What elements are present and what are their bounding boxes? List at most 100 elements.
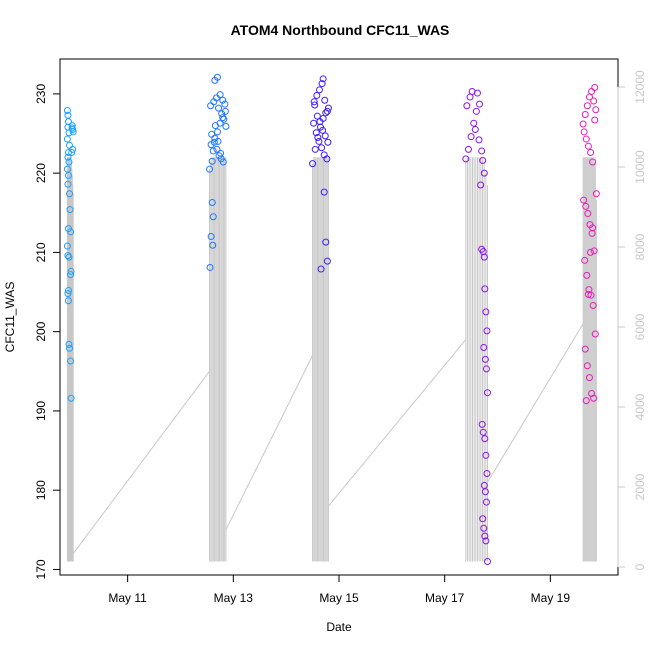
- data-point: [463, 102, 471, 110]
- data-point: [323, 107, 331, 115]
- data-point: [66, 141, 74, 149]
- data-point: [480, 253, 488, 261]
- data-point: [67, 357, 75, 365]
- data-point: [220, 115, 228, 123]
- data-point: [467, 133, 475, 141]
- plot-frame: [59, 58, 619, 576]
- data-point: [480, 524, 488, 532]
- data-point: [63, 107, 71, 115]
- data-point: [483, 327, 491, 335]
- data-point: [68, 149, 76, 157]
- data-point: [210, 138, 218, 146]
- data-point: [476, 100, 484, 108]
- data-point: [68, 124, 76, 132]
- data-point: [310, 98, 318, 106]
- data-point: [66, 206, 74, 214]
- data-point: [581, 110, 589, 118]
- y2-tick-label: 4000: [633, 393, 647, 420]
- data-point: [64, 180, 72, 188]
- y-tick-label: 220: [34, 163, 48, 183]
- data-point: [481, 435, 489, 443]
- data-point: [475, 136, 483, 144]
- x-tick-label: May 17: [425, 591, 465, 605]
- data-point: [584, 142, 592, 150]
- x-tick-label: May 15: [319, 591, 359, 605]
- data-point: [483, 470, 491, 478]
- x-tick-label: May 13: [214, 591, 254, 605]
- data-point: [63, 165, 71, 173]
- data-point: [322, 238, 330, 246]
- data-point: [63, 135, 71, 143]
- data-point: [579, 120, 587, 128]
- data-point: [64, 172, 72, 180]
- data-point: [309, 160, 317, 168]
- data-point: [318, 80, 326, 88]
- altitude-transit-line: [328, 339, 467, 507]
- data-point: [581, 345, 589, 353]
- data-point: [64, 153, 72, 161]
- data-point: [580, 128, 588, 136]
- y-axis-label: CFC11_WAS: [3, 282, 17, 353]
- data-point: [581, 256, 589, 264]
- data-point: [67, 394, 75, 402]
- data-point: [206, 165, 214, 173]
- data-point: [590, 97, 598, 105]
- data-point: [591, 84, 599, 92]
- y2-tick-label: 6000: [633, 313, 647, 340]
- data-point: [589, 158, 597, 166]
- data-point: [323, 155, 331, 163]
- data-point: [312, 129, 320, 137]
- data-point: [69, 145, 77, 153]
- data-point: [481, 355, 489, 363]
- data-point: [67, 228, 75, 236]
- y2-tick-label: 12000: [633, 70, 647, 104]
- data-point: [313, 112, 321, 120]
- x-axis-label: Date: [326, 620, 352, 634]
- data-point: [315, 137, 323, 145]
- data-point: [589, 224, 597, 232]
- data-point: [63, 242, 71, 250]
- altitude-transit-line: [487, 323, 584, 483]
- data-point: [591, 330, 599, 338]
- y2-tick-label: 0: [633, 563, 647, 570]
- data-point: [582, 135, 590, 143]
- data-point: [584, 290, 592, 298]
- data-point: [214, 137, 222, 145]
- data-point: [483, 389, 491, 397]
- y-tick-label: 170: [34, 559, 48, 579]
- x-axis: May 11 May 13 May 15 May 17 May 19: [108, 574, 570, 605]
- data-point: [208, 130, 216, 138]
- data-point: [317, 265, 325, 273]
- data-point: [592, 106, 600, 114]
- data-point: [587, 248, 595, 256]
- data-point: [323, 257, 331, 265]
- data-point: [480, 481, 488, 489]
- data-point: [207, 102, 215, 110]
- data-point: [583, 102, 591, 110]
- altitude-transit-line: [72, 370, 210, 554]
- x-tick-label: May 11: [108, 591, 147, 605]
- data-point: [591, 116, 599, 124]
- data-point: [311, 101, 319, 109]
- y-tick-label: 180: [34, 480, 48, 500]
- data-point: [482, 537, 490, 545]
- data-point: [480, 169, 488, 177]
- data-point: [313, 91, 321, 99]
- data-point: [213, 73, 221, 81]
- data-point: [65, 158, 73, 166]
- data-point: [66, 344, 74, 352]
- data-point: [464, 145, 472, 153]
- data-point: [69, 128, 77, 136]
- data-point: [316, 118, 324, 126]
- data-point: [211, 122, 219, 130]
- data-point: [320, 188, 328, 196]
- data-point: [482, 498, 490, 506]
- data-point: [582, 397, 590, 405]
- data-point: [471, 126, 479, 134]
- data-point: [482, 308, 490, 316]
- data-point: [473, 89, 481, 97]
- data-point: [215, 104, 223, 112]
- data-point: [207, 233, 215, 241]
- data-point: [219, 114, 227, 122]
